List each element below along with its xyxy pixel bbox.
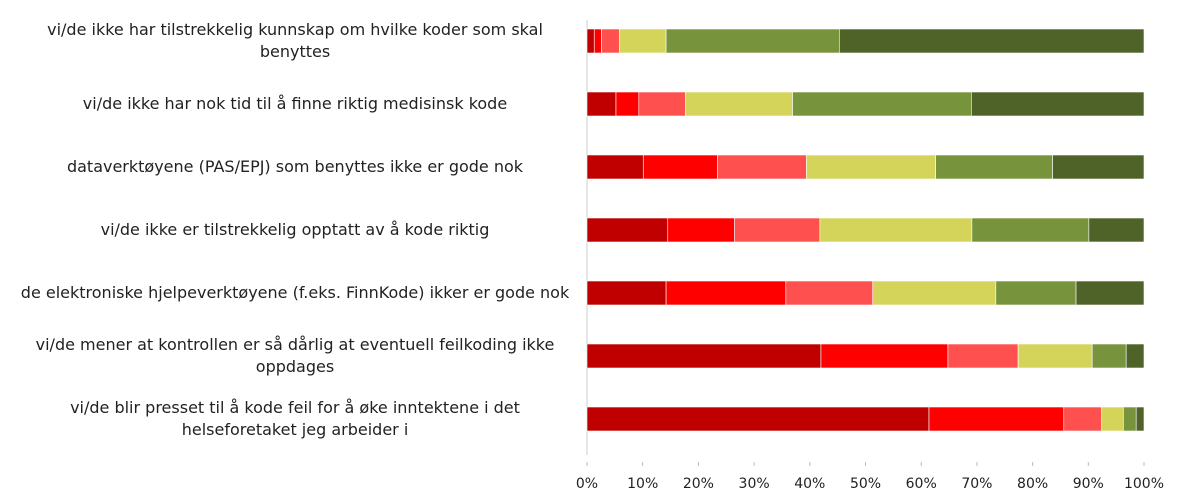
bar-segment (638, 91, 686, 117)
bar-segment (619, 28, 667, 54)
category-label: vi/de ikke har nok tid til å finne rikti… (82, 94, 508, 113)
x-tick-label: 10% (627, 476, 659, 492)
bar-segment (667, 217, 735, 243)
bar-segment (1075, 280, 1145, 306)
bar-segment (586, 406, 930, 432)
bar-segment (839, 28, 1145, 54)
bar-segment (601, 28, 620, 54)
x-tick-label: 80% (1017, 476, 1049, 492)
bar-segment (819, 217, 973, 243)
bar-segment (1052, 154, 1145, 180)
category-label: vi/de ikke har tilstrekkelig kunnskap om… (47, 20, 543, 61)
bar-segment (971, 217, 1090, 243)
category-label: vi/de blir presset til å kode feil for å… (70, 398, 520, 439)
bar-segment (586, 28, 595, 54)
bar-segment (806, 154, 936, 180)
bar-segment (971, 91, 1145, 117)
x-tick-label: 90% (1072, 476, 1104, 492)
category-label: de elektroniske hjelpeverktøyene (f.eks.… (20, 283, 570, 302)
bar-segment (995, 280, 1077, 306)
bar-segment (593, 28, 602, 54)
bar-segment (1091, 343, 1127, 369)
bar-segment (586, 280, 667, 306)
bar-segment (785, 280, 874, 306)
bar-segment (586, 154, 644, 180)
bar-segment (820, 343, 949, 369)
bar-segment (792, 91, 972, 117)
x-tick-label: 0% (575, 476, 599, 492)
bar-segment (1125, 343, 1145, 369)
x-tick-label: 50% (849, 476, 882, 492)
bar-segment (717, 154, 807, 180)
category-label: vi/de ikke er tilstrekkelig opptatt av å… (100, 220, 490, 239)
bar-segment (586, 91, 617, 117)
bar-segment (586, 343, 822, 369)
bar-segment (1123, 406, 1137, 432)
bar-segment (928, 406, 1065, 432)
x-tick-label: 70% (961, 476, 993, 492)
bar-segment (615, 91, 640, 117)
x-tick-label: 100% (1123, 476, 1165, 492)
bar-segment (665, 28, 840, 54)
x-tick-label: 40% (794, 476, 826, 492)
x-tick-label: 30% (738, 476, 770, 492)
category-label: dataverktøyene (PAS/EPJ) som benyttes ik… (66, 157, 524, 176)
bar-segment (935, 154, 1053, 180)
bar-segment (1017, 343, 1093, 369)
bar-segment (642, 154, 718, 180)
x-tick-label: 60% (905, 476, 937, 492)
bar-segment (947, 343, 1019, 369)
category-label: vi/de mener at kontrollen er så dårlig a… (35, 335, 555, 376)
bar-segment (685, 91, 793, 117)
bar-segment (872, 280, 997, 306)
bar-segment (1088, 217, 1145, 243)
bar-segment (665, 280, 787, 306)
bar-segment (734, 217, 821, 243)
bar-segment (1063, 406, 1102, 432)
bar-segment (586, 217, 669, 243)
bar-segment (1101, 406, 1124, 432)
bar-segment (1135, 406, 1145, 432)
x-tick-label: 20% (682, 476, 714, 492)
